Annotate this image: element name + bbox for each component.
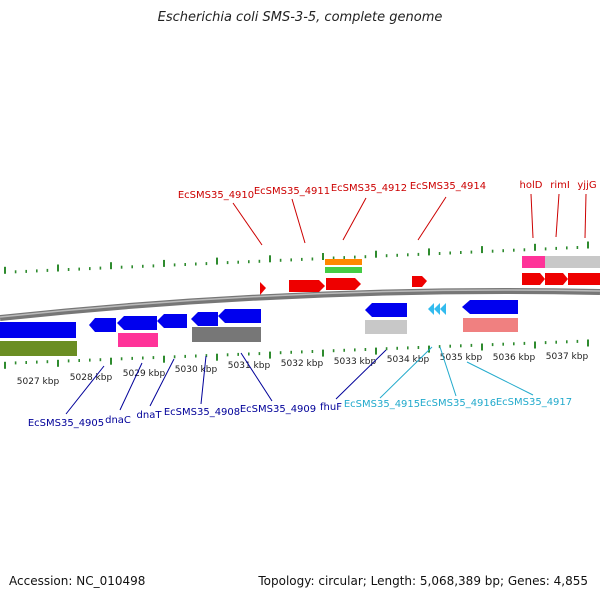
gene-fhuF-gray[interactable] (365, 320, 407, 334)
gene-label-EcSMS35_4917[interactable]: EcSMS35_4917 (496, 397, 572, 408)
gene-label-EcSMS35_4916[interactable]: EcSMS35_4916 (420, 398, 496, 409)
gene-EcSMS35_4905-olive[interactable] (0, 341, 77, 356)
bottom-navy-leaders (65, 349, 387, 415)
gene-dnaC[interactable] (89, 318, 116, 332)
bottom-cyan-labels: EcSMS35_4915 EcSMS35_4916 EcSMS35_4917 (344, 397, 572, 410)
leader-line (291, 198, 306, 244)
reverse-strand-features (0, 300, 518, 356)
gene-label-EcSMS35_4915[interactable]: EcSMS35_4915 (344, 399, 420, 410)
leader-line (200, 355, 207, 405)
kbp-label: 5037 kbp (546, 352, 589, 362)
kbp-label: 5032 kbp (281, 359, 324, 369)
kbp-label: 5033 kbp (334, 357, 377, 367)
gene-label-EcSMS35_4905[interactable]: EcSMS35_4905 (28, 418, 104, 429)
leader-line (149, 358, 175, 407)
gene-rimI-gray[interactable] (545, 256, 568, 268)
gene-label-EcSMS35_4911[interactable]: EcSMS35_4911 (254, 186, 330, 197)
top-tick-row (4, 241, 589, 274)
bottom-cyan-leaders (379, 346, 534, 399)
leader-line (379, 346, 433, 399)
bottom-navy-labels: EcSMS35_4905 dnaC dnaT EcSMS35_4908 EcSM… (28, 402, 342, 429)
gene-EcSMS35_4908-a[interactable] (157, 314, 187, 328)
kbp-label: 5034 kbp (387, 355, 430, 365)
gene-rimI[interactable] (545, 273, 568, 285)
gene-label-EcSMS35_4914[interactable]: EcSMS35_4914 (410, 181, 486, 192)
leader-line (342, 197, 367, 241)
gene-EcSMS35_4905[interactable] (0, 322, 76, 338)
gene-dnaT[interactable] (117, 316, 157, 330)
gene-EcSMS35_4909[interactable] (218, 309, 261, 323)
kbp-label: 5036 kbp (493, 353, 536, 363)
leader-line (530, 193, 534, 239)
gene-EcSMS35_4909-gray[interactable] (219, 327, 261, 342)
genome-backbone (0, 288, 600, 321)
gene-holD-magenta[interactable] (522, 256, 545, 268)
gene-label-EcSMS35_4912[interactable]: EcSMS35_4912 (331, 183, 407, 194)
gene-label-rimI[interactable]: rimI (550, 180, 570, 191)
gene-EcSMS35_4917-salmon[interactable] (463, 318, 518, 332)
genome-summary-text: Topology: circular; Length: 5,068,389 bp… (258, 574, 588, 588)
gene-label-fhuF[interactable]: fhuF (320, 402, 342, 413)
leader-line (439, 346, 457, 397)
leader-line (119, 362, 143, 411)
gene-dnaT-magenta[interactable] (118, 333, 158, 347)
leader-line (232, 202, 263, 246)
kbp-label: 5035 kbp (440, 353, 483, 363)
top-label-leaders (232, 193, 587, 246)
leader-line (65, 365, 105, 415)
leader-line (555, 193, 560, 238)
gene-label-dnaT[interactable]: dnaT (137, 410, 163, 421)
gene-EcSMS35_4917[interactable] (462, 300, 518, 314)
leader-line (335, 349, 387, 400)
accession-text: Accession: NC_010498 (9, 574, 146, 588)
genome-backbone-highlight (0, 289, 600, 318)
kbp-label: 5027 kbp (17, 377, 60, 387)
gene-label-dnaC[interactable]: dnaC (105, 415, 131, 426)
gene-EcSMS35_4912[interactable] (326, 278, 361, 290)
gene-EcSMS35_4914[interactable] (412, 276, 427, 287)
gene-EcSMS35_4910[interactable] (260, 282, 266, 295)
kbp-label-group: 5027 kbp 5028 kbp 5029 kbp 5030 kbp 5031… (17, 352, 589, 387)
gene-fhuF[interactable] (365, 303, 407, 317)
gene-EcSMS35_4908-gray[interactable] (192, 327, 219, 342)
gene-label-EcSMS35_4908[interactable]: EcSMS35_4908 (164, 407, 240, 418)
gene-holD[interactable] (522, 273, 545, 285)
leader-line (466, 361, 534, 396)
gene-yjjG[interactable] (568, 273, 600, 285)
map-title: Escherichia coli SMS-3-5, complete genom… (157, 10, 443, 25)
leader-line (417, 196, 447, 241)
gene-label-yjjG[interactable]: yjjG (577, 180, 596, 191)
gene-EcSMS35_4908-b[interactable] (191, 312, 218, 326)
gene-yjjG-gray[interactable] (568, 256, 600, 268)
forward-strand-features (260, 256, 600, 295)
kbp-label: 5029 kbp (123, 369, 166, 379)
gene-EcSMS35_4912-green[interactable] (325, 267, 362, 273)
gene-label-EcSMS35_4909[interactable]: EcSMS35_4909 (240, 404, 316, 415)
bottom-tick-row (4, 339, 589, 369)
gene-EcSMS35_4912-orange[interactable] (325, 259, 362, 265)
kbp-label: 5030 kbp (175, 365, 218, 375)
top-gene-labels: EcSMS35_4910 EcSMS35_4911 EcSMS35_4912 E… (178, 180, 597, 201)
gene-label-holD[interactable]: holD (520, 180, 543, 191)
leader-line (240, 352, 273, 402)
gene-EcSMS35_4916[interactable] (434, 303, 440, 315)
leader-line (584, 193, 587, 239)
gene-EcSMS35_4911[interactable] (289, 280, 325, 292)
gene-EcSMS35_4917-small[interactable] (440, 303, 446, 315)
gene-EcSMS35_4915[interactable] (428, 303, 434, 315)
gene-label-EcSMS35_4910[interactable]: EcSMS35_4910 (178, 190, 254, 201)
kbp-label: 5028 kbp (70, 373, 113, 383)
